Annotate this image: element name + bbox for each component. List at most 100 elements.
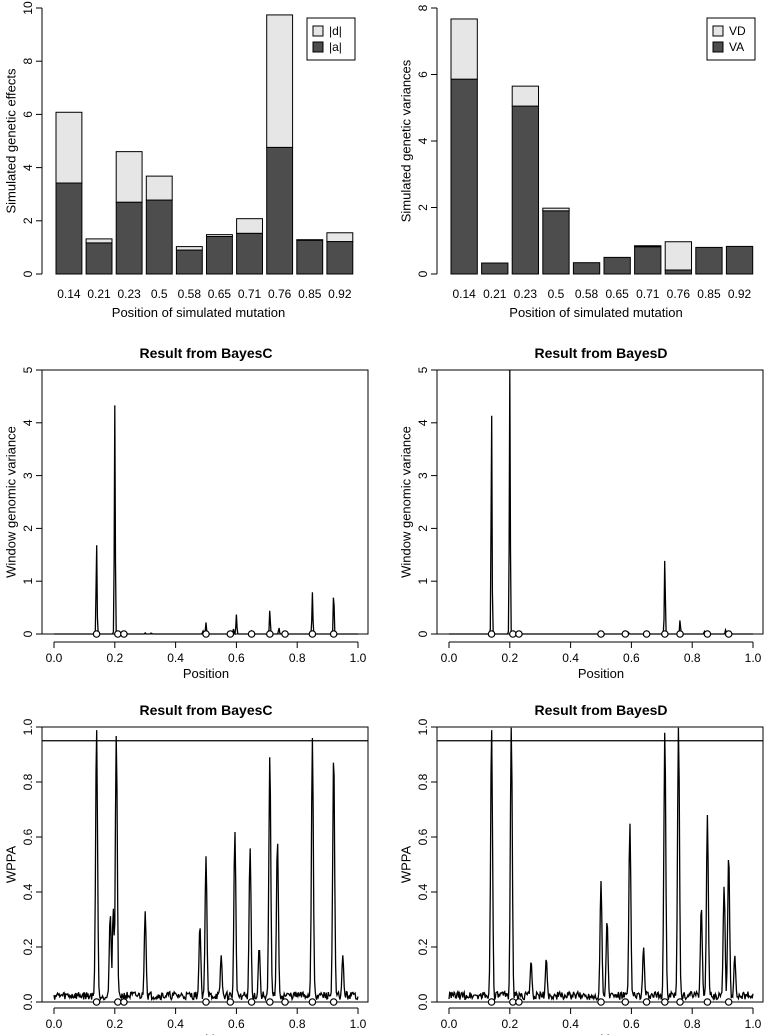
y-tick-label: 10 [21,1,35,15]
x-tick-label: 0.4 [562,1017,579,1031]
line-chart-6: 0.0 0.2 0.4 0.6 0.8 1.0 WPPA 0.0 0.2 0.4 0.6 0.8 1.0… [398,702,764,1035]
mutation-marker [281,630,289,638]
mutation-marker [642,630,651,638]
y-tick-label: 0.2 [416,938,430,955]
x-tick-label: 0.2 [106,1017,123,1031]
chart-title: Result from BayesD [534,702,667,718]
bar-a-0.76 [266,146,294,275]
mutation-marker [661,630,669,638]
x-tick-label: 0.6 [228,1017,245,1031]
x-tick-label: 0.85 [298,287,322,301]
mutation-marker [676,998,684,1006]
x-tick-label: 0.71 [238,287,262,301]
bar-VA-0.21 [481,262,509,275]
x-axis-label: Position [183,666,229,681]
mutation-marker [308,630,317,638]
line-chart-5: 0.0 0.2 0.4 0.6 0.8 1.0 WPPA 0.0 0.2 0.4 0.6 0.8 1.0… [3,702,369,1035]
y-tick-label: 0 [21,270,35,277]
bar-VA-0.76 [664,269,693,275]
legend-swatch [312,25,324,37]
y-tick-label: 0.4 [416,883,430,900]
x-tick-label: 0.92 [328,287,352,301]
legend-swatch [712,41,724,53]
mutation-marker [703,630,712,638]
bar-d-0.21 [85,238,113,244]
bar-a-0.5 [145,199,173,275]
y-tick-label: 0.6 [21,828,35,845]
legend-box [306,17,356,61]
mutation-marker [509,630,517,638]
x-tick-label: 0.2 [501,1017,518,1031]
bar-VA-0.85 [695,246,723,275]
bar-VA-0.71 [634,246,662,275]
chart-title: Result from BayesD [534,345,667,361]
y-axis-label: Window genomic variance [3,426,18,578]
bar-a-0.85 [296,239,324,275]
legend-box [706,17,756,61]
x-tick-label: 0.4 [562,651,579,665]
y-tick-label: 0.0 [21,993,35,1010]
x-tick-label: 0.8 [684,1017,701,1031]
x-tick-label: 0.76 [667,287,691,301]
y-tick-label: 0.0 [416,993,430,1010]
mutation-marker [114,630,122,638]
signal-line [53,730,359,1002]
x-tick-label: 1.0 [350,651,367,665]
y-tick-label: 4 [21,419,35,426]
mutation-marker [676,630,684,638]
bar-a-0.23 [115,201,143,275]
bar-d-0.65 [206,234,233,237]
mutation-marker [724,998,733,1006]
y-tick-label: 0 [21,630,35,637]
x-tick-label: 1.0 [350,1017,367,1031]
legend-swatch [712,25,724,37]
legend: VD VA [706,17,756,61]
x-axis-label: Position of simulated mutation [509,305,682,320]
y-tick-label: 3 [416,472,430,479]
x-tick-label: 0.23 [117,287,141,301]
x-tick-label: 0.0 [46,651,63,665]
y-tick-label: 4 [416,137,430,144]
bar-VD-0.71 [634,245,662,248]
mutation-marker [202,998,210,1006]
y-tick-label: 4 [21,164,35,171]
bar-d-0.5 [145,175,173,201]
bar-d-0.92 [326,232,354,243]
bar-a-0.92 [326,241,354,275]
chart-title: Result from BayesC [139,702,272,718]
mutation-marker [92,630,101,638]
bar-a-0.58 [175,249,203,275]
y-tick-label: 0 [416,630,430,637]
plot-frame [41,369,369,635]
x-tick-label: 0.21 [87,287,111,301]
y-axis-label: Simulated genetic variances [398,59,413,222]
bar-VA-0.58 [572,262,601,275]
mutation-marker [266,630,274,638]
bar-d-0.71 [236,218,263,234]
legend: |d| |a| [306,17,356,61]
mutation-marker [226,630,235,638]
x-tick-label: 0.23 [514,287,538,301]
mutation-marker [329,630,338,638]
bar-VD-0.76 [664,241,693,271]
y-tick-label: 1 [21,578,35,585]
x-tick-label: 1.0 [745,651,762,665]
bar-a-0.21 [85,242,113,275]
mutation-marker [515,998,523,1006]
bar-VA-0.14 [450,78,478,275]
y-tick-label: 2 [21,217,35,224]
mutation-marker [621,998,630,1006]
y-tick-label: 6 [416,71,430,78]
x-tick-label: 0.65 [605,287,629,301]
bar-VA-0.65 [603,256,631,275]
line-chart-4: 0 1 2 3 4 5 Window genomic variance 0.0 0.2 0.4 0.… [398,345,764,681]
x-tick-label: 0.14 [452,287,476,301]
y-tick-label: 8 [416,4,430,11]
y-tick-label: 5 [416,366,430,373]
y-tick-label: 1 [416,578,430,585]
legend-entry: VD [729,24,746,38]
mutation-marker [226,998,235,1006]
y-tick-label: 8 [21,58,35,65]
bar-VA-0.5 [542,210,570,275]
